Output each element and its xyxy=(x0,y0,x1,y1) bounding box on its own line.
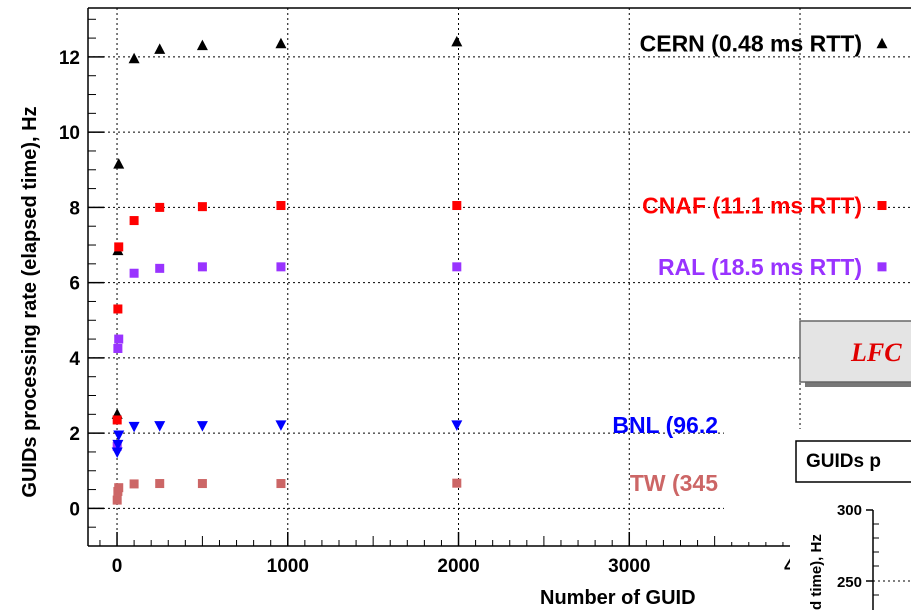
point-tw xyxy=(129,479,139,489)
series-label-bnl: BNL (96.2 xyxy=(612,412,718,438)
point-ral xyxy=(276,262,286,272)
point-bnl xyxy=(196,421,208,432)
point-cern xyxy=(451,35,463,47)
legend-marker-cern xyxy=(876,37,888,49)
y-tick-label: 4 xyxy=(69,349,80,370)
point-ral xyxy=(113,343,123,353)
x-axis-title: Number of GUID xyxy=(540,587,696,609)
point-cern xyxy=(275,37,287,49)
point-tw xyxy=(276,479,286,489)
inset-chart-tick-250: 250 xyxy=(837,574,862,591)
point-ral xyxy=(114,334,124,344)
plot-frame xyxy=(87,7,911,547)
point-ral xyxy=(155,263,165,273)
point-bnl xyxy=(451,420,463,431)
x-tick-label: 0 xyxy=(112,556,123,577)
point-ral xyxy=(129,268,139,278)
point-bnl xyxy=(154,421,166,432)
legend-marker-cnaf xyxy=(877,201,887,211)
point-cern xyxy=(128,52,140,64)
y-tick-label: 2 xyxy=(69,424,80,445)
inset-chart-y-axis-title: d time), Hz xyxy=(808,534,825,610)
data-points xyxy=(111,35,888,505)
point-tw xyxy=(114,483,124,493)
point-bnl xyxy=(128,421,140,433)
point-bnl xyxy=(112,439,124,451)
y-tick-label: 8 xyxy=(69,198,80,219)
y-axis: 0 2 4 6 8 10 12 xyxy=(59,18,104,547)
point-ral xyxy=(197,262,207,272)
point-ral xyxy=(452,262,462,272)
overlay-mask xyxy=(724,392,794,542)
point-cern xyxy=(154,43,166,54)
inset-chart-title: GUIDs p xyxy=(806,451,881,472)
inset-lfc-box: LFC xyxy=(799,320,911,387)
point-tw xyxy=(197,479,207,489)
y-tick-label: 6 xyxy=(69,274,80,295)
point-cnaf xyxy=(452,201,462,211)
point-cnaf xyxy=(276,201,286,211)
series-label-cnaf: CNAF (11.1 ms RTT) xyxy=(642,193,862,219)
point-cern xyxy=(113,158,125,169)
x-tick-label: 3000 xyxy=(608,556,650,577)
inset-chart-tick-300: 300 xyxy=(837,502,862,519)
point-tw xyxy=(155,479,165,489)
x-tick-label: 2000 xyxy=(437,556,479,577)
point-cnaf xyxy=(197,202,207,212)
legend-marker-ral xyxy=(877,262,887,272)
series-label-cern: CERN (0.48 ms RTT) xyxy=(640,31,862,57)
point-cnaf xyxy=(112,415,122,425)
x-tick-label: 1000 xyxy=(267,556,309,577)
point-tw xyxy=(452,478,462,488)
y-tick-label: 12 xyxy=(59,48,80,69)
point-bnl xyxy=(111,447,123,458)
inset-chart: GUIDs p 300 250 d time), Hz xyxy=(790,429,911,610)
point-tw xyxy=(112,495,122,505)
point-cnaf xyxy=(155,202,165,212)
series-labels: CERN (0.48 ms RTT) CNAF (11.1 ms RTT) RAL … xyxy=(612,31,862,542)
point-cern xyxy=(196,39,208,51)
y-tick-label: 0 xyxy=(69,499,80,520)
series-label-tw: TW (345 xyxy=(630,470,718,496)
point-bnl xyxy=(275,420,287,431)
point-cnaf xyxy=(113,304,123,314)
point-bnl xyxy=(113,430,125,442)
y-tick-label: 10 xyxy=(59,123,80,144)
point-cnaf xyxy=(129,216,139,226)
y-axis-title: GUIDs processing rate (elapsed time), Hz xyxy=(19,106,41,497)
series-label-ral: RAL (18.5 ms RTT) xyxy=(658,254,862,280)
inset-lfc-title: LFC xyxy=(850,338,902,367)
point-cnaf xyxy=(114,242,124,252)
